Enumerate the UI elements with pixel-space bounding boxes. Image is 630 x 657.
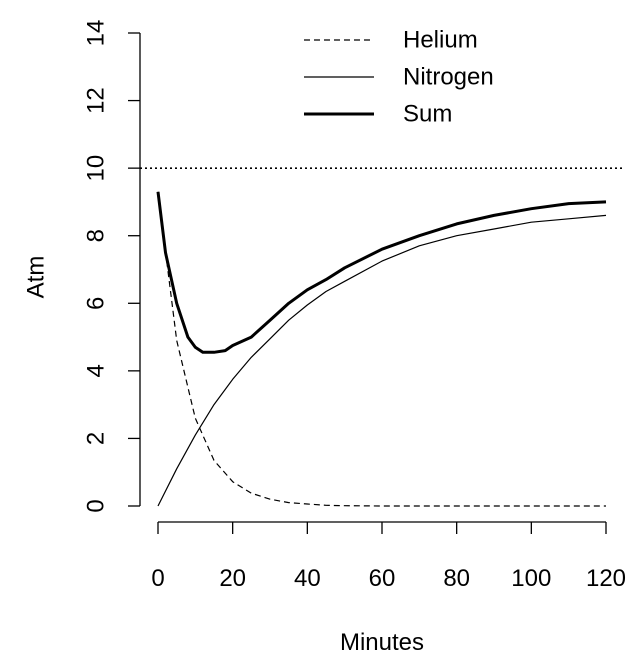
series-group: [156, 191, 607, 507]
axes: [139, 33, 606, 523]
y-tick-label: 10: [83, 155, 110, 182]
y-tick-label: 6: [83, 297, 110, 310]
legend-label-helium: Helium: [403, 27, 478, 54]
y-tick-label: 12: [83, 87, 110, 114]
x-tick-label: 0: [151, 565, 164, 592]
series-line-nitrogen: [157, 214, 607, 507]
x-tick-label: 60: [369, 565, 396, 592]
legend-label-sum: Sum: [403, 101, 452, 128]
x-tick-label: 40: [294, 565, 321, 592]
y-tick-label: 8: [83, 229, 110, 242]
series-line-helium: [157, 191, 606, 507]
y-tick-label: 4: [83, 364, 110, 377]
y-tick-label: 0: [83, 499, 110, 512]
y-axis-title: Atm: [23, 256, 50, 299]
y-tick-label: 2: [83, 432, 110, 445]
ticks: 0 2 4 6 8 10 12 14 0 20 40 60 80 100 120: [83, 20, 627, 592]
legend: Helium Nitrogen Sum: [304, 27, 494, 128]
x-tick-label: 20: [219, 565, 246, 592]
legend-label-nitrogen: Nitrogen: [403, 64, 494, 91]
y-tick-label: 14: [83, 20, 110, 47]
series-line-sum: [156, 191, 607, 354]
x-axis-title: Minutes: [340, 629, 424, 656]
x-tick-label: 120: [586, 565, 626, 592]
x-tick-label: 80: [443, 565, 470, 592]
x-tick-label: 100: [511, 565, 551, 592]
